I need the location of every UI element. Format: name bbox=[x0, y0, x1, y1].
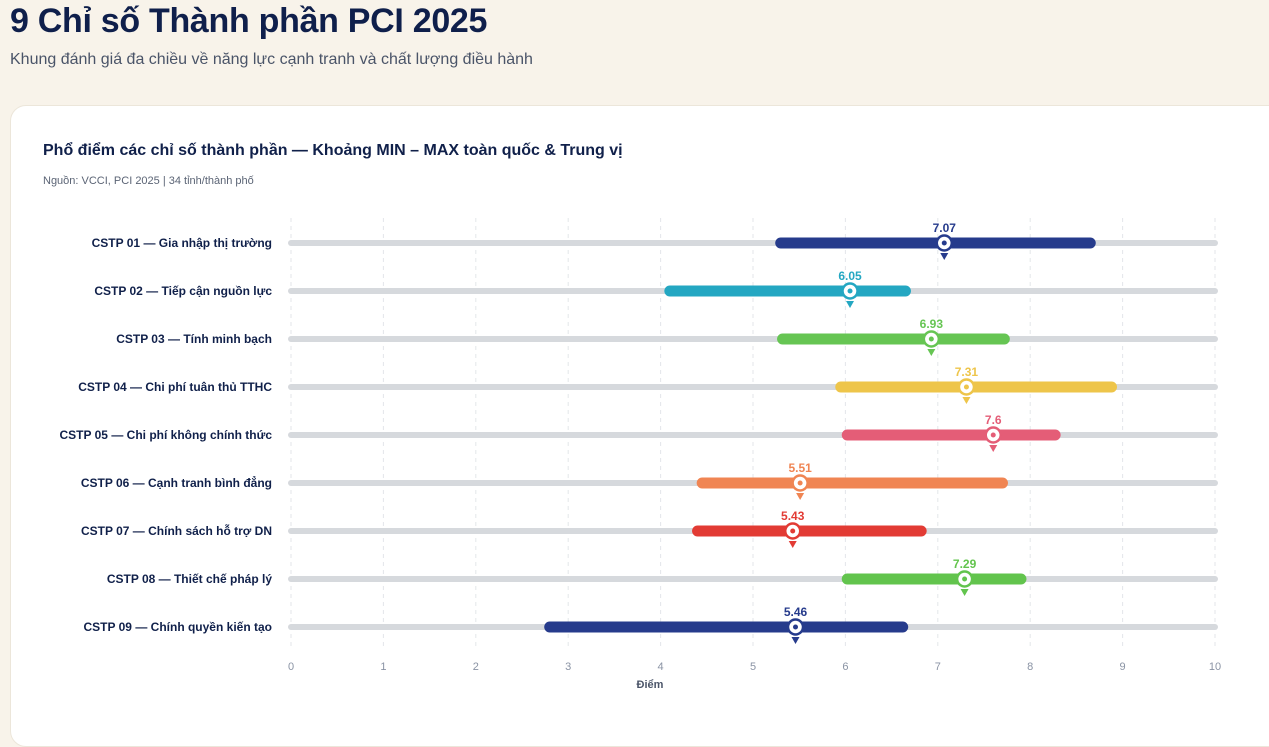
x-tick-label: 1 bbox=[380, 661, 386, 673]
row-label: CSTP 09 — Chính quyền kiến tạo bbox=[84, 620, 272, 634]
chart-row: CSTP 04 — Chi phí tuân thủ TTHC 7.31 bbox=[78, 365, 1218, 404]
median-dot bbox=[962, 576, 968, 582]
row-label: CSTP 04 — Chi phí tuân thủ TTHC bbox=[78, 380, 272, 394]
median-dot bbox=[847, 288, 853, 294]
x-tick-label: 2 bbox=[473, 661, 479, 673]
median-pointer bbox=[796, 493, 805, 500]
median-label: 6.05 bbox=[838, 269, 862, 283]
median-dot bbox=[963, 384, 969, 390]
x-tick-label: 4 bbox=[658, 661, 664, 673]
chart-row: CSTP 05 — Chi phí không chính thức 7.6 bbox=[60, 413, 1218, 452]
x-tick-label: 0 bbox=[288, 661, 294, 673]
median-label: 5.43 bbox=[781, 509, 805, 523]
median-dot bbox=[790, 528, 796, 534]
chart-source: Nguồn: VCCI, PCI 2025 | 34 tỉnh/thành ph… bbox=[43, 175, 254, 187]
x-tick-label: 10 bbox=[1209, 661, 1221, 673]
median-dot bbox=[941, 240, 947, 246]
median-pointer bbox=[927, 349, 936, 356]
x-tick-label: 3 bbox=[565, 661, 571, 673]
row-label: CSTP 06 — Cạnh tranh bình đẳng bbox=[81, 475, 272, 490]
median-pointer bbox=[791, 637, 800, 644]
chart-row: CSTP 09 — Chính quyền kiến tạo 5.46 bbox=[84, 605, 1218, 644]
chart-row: CSTP 02 — Tiếp cận nguồn lực 6.05 bbox=[94, 269, 1218, 308]
chart-row: CSTP 06 — Cạnh tranh bình đẳng 5.51 bbox=[81, 461, 1218, 500]
median-pointer bbox=[788, 541, 797, 548]
median-label: 5.46 bbox=[784, 605, 808, 619]
x-axis-ticks: 0 1 2 3 4 5 6 7 8 9 10 bbox=[288, 661, 1221, 673]
median-pointer bbox=[962, 397, 971, 404]
median-dot bbox=[990, 432, 996, 438]
x-tick-label: 8 bbox=[1027, 661, 1033, 673]
chart-row: CSTP 03 — Tính minh bạch 6.93 bbox=[116, 317, 1218, 356]
row-label: CSTP 05 — Chi phí không chính thức bbox=[60, 428, 273, 442]
chart-row: CSTP 01 — Gia nhập thị trường 7.07 bbox=[92, 221, 1218, 260]
median-dot bbox=[928, 336, 934, 342]
x-tick-label: 5 bbox=[750, 661, 756, 673]
page-subtitle: Khung đánh giá đa chiều về năng lực cạnh… bbox=[10, 51, 533, 68]
median-label: 7.07 bbox=[933, 221, 957, 235]
median-pointer bbox=[846, 301, 855, 308]
median-pointer bbox=[940, 253, 949, 260]
median-pointer bbox=[960, 589, 969, 596]
chart-card bbox=[10, 105, 1269, 747]
x-tick-label: 7 bbox=[935, 661, 941, 673]
range-chart: CSTP 01 — Gia nhập thị trường 7.07 CSTP 02… bbox=[60, 218, 1221, 691]
chart-row: CSTP 07 — Chính sách hỗ trợ DN 5.43 bbox=[81, 509, 1218, 548]
median-pointer bbox=[989, 445, 998, 452]
row-label: CSTP 03 — Tính minh bạch bbox=[116, 332, 272, 346]
x-tick-label: 6 bbox=[842, 661, 848, 673]
median-label: 5.51 bbox=[788, 461, 812, 475]
x-axis-label: Điểm bbox=[637, 679, 664, 691]
row-label: CSTP 08 — Thiết chế pháp lý bbox=[107, 572, 272, 586]
median-dot bbox=[793, 624, 799, 630]
median-label: 7.6 bbox=[985, 413, 1002, 427]
x-tick-label: 9 bbox=[1120, 661, 1126, 673]
median-label: 7.29 bbox=[953, 557, 977, 571]
row-label: CSTP 01 — Gia nhập thị trường bbox=[92, 236, 272, 250]
chart-rows: CSTP 01 — Gia nhập thị trường 7.07 CSTP 02… bbox=[60, 221, 1218, 644]
chart-row: CSTP 08 — Thiết chế pháp lý 7.29 bbox=[107, 557, 1218, 596]
chart-title: Phổ điểm các chỉ số thành phần — Khoảng … bbox=[43, 142, 623, 159]
median-label: 6.93 bbox=[920, 317, 944, 331]
median-dot bbox=[797, 480, 803, 486]
row-label: CSTP 02 — Tiếp cận nguồn lực bbox=[94, 284, 272, 298]
row-label: CSTP 07 — Chính sách hỗ trợ DN bbox=[81, 523, 272, 538]
page-title: 9 Chỉ số Thành phần PCI 2025 bbox=[10, 2, 488, 40]
median-label: 7.31 bbox=[955, 365, 979, 379]
